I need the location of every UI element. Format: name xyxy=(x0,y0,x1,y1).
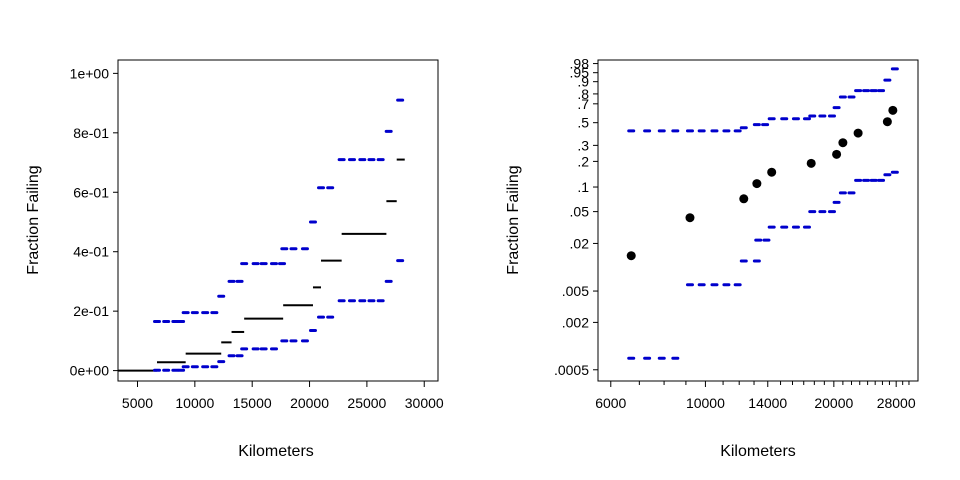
right-y-tick-label: .7 xyxy=(577,96,589,112)
right-estimate-point xyxy=(882,117,892,127)
right-y-tick-label: .1 xyxy=(577,179,589,195)
right-y-tick-label: .3 xyxy=(577,137,589,153)
right-estimate-point xyxy=(888,105,898,115)
right-x-axis-title: Kilometers xyxy=(720,443,796,460)
right-y-tick-label: .0005 xyxy=(554,362,589,378)
right-estimate-point xyxy=(685,213,695,223)
right-plot-frame xyxy=(597,59,919,382)
right-y-axis-title: Fraction Failing xyxy=(505,165,522,274)
left-y-tick-label: 6e-01 xyxy=(73,184,109,200)
left-x-tick-label: 15000 xyxy=(233,395,272,411)
right-y-tick-label: .2 xyxy=(577,153,589,169)
left-y-tick-label: 4e-01 xyxy=(73,244,109,260)
right-estimate-point xyxy=(752,179,762,189)
right-y-tick-label: .002 xyxy=(562,314,589,330)
right-y-tick-label: .9 xyxy=(577,74,589,90)
left-y-tick-label: 8e-01 xyxy=(73,125,109,141)
left-x-tick-label: 30000 xyxy=(405,395,444,411)
right-estimate-point xyxy=(739,194,749,204)
left-chart-panel: Kilometers Fraction Failing 0e+00 2e-01 4e… xyxy=(25,59,444,460)
left-x-tick-label: 25000 xyxy=(347,395,386,411)
left-y-tick-label: 2e-01 xyxy=(73,303,109,319)
right-x-tick-label: 20000 xyxy=(814,395,853,411)
left-y-tick-label: 1e+00 xyxy=(70,65,110,81)
right-y-tick-label: .05 xyxy=(570,204,590,220)
left-x-tick-label: 5000 xyxy=(122,395,153,411)
right-y-tick-label: .02 xyxy=(570,235,590,251)
right-estimate-point xyxy=(838,138,848,148)
right-estimate-point xyxy=(767,167,777,177)
left-y-axis-title: Fraction Failing xyxy=(25,165,42,274)
left-plot-frame xyxy=(117,59,439,382)
left-x-tick-label: 10000 xyxy=(175,395,214,411)
right-estimate-point xyxy=(806,158,816,168)
right-y-tick-label: .8 xyxy=(577,86,589,102)
right-x-tick-label: 14000 xyxy=(748,395,787,411)
right-x-tick-label: 6000 xyxy=(595,395,626,411)
right-x-tick-label: 28000 xyxy=(877,395,916,411)
right-estimate-point xyxy=(832,149,842,159)
right-y-tick-label: .005 xyxy=(562,283,589,299)
right-estimate-point xyxy=(853,128,863,138)
left-x-axis-title: Kilometers xyxy=(238,443,314,460)
right-y-tick-label: .95 xyxy=(570,65,590,81)
right-x-tick-label: 10000 xyxy=(686,395,725,411)
right-estimate-point xyxy=(626,251,636,261)
left-y-tick-label: 0e+00 xyxy=(70,363,110,379)
right-chart-panel: Kilometers Fraction Failing .0005 .002 .00… xyxy=(505,56,919,460)
right-y-tick-label: .98 xyxy=(570,56,590,72)
right-y-tick-label: .5 xyxy=(577,115,589,131)
left-x-tick-label: 20000 xyxy=(290,395,329,411)
